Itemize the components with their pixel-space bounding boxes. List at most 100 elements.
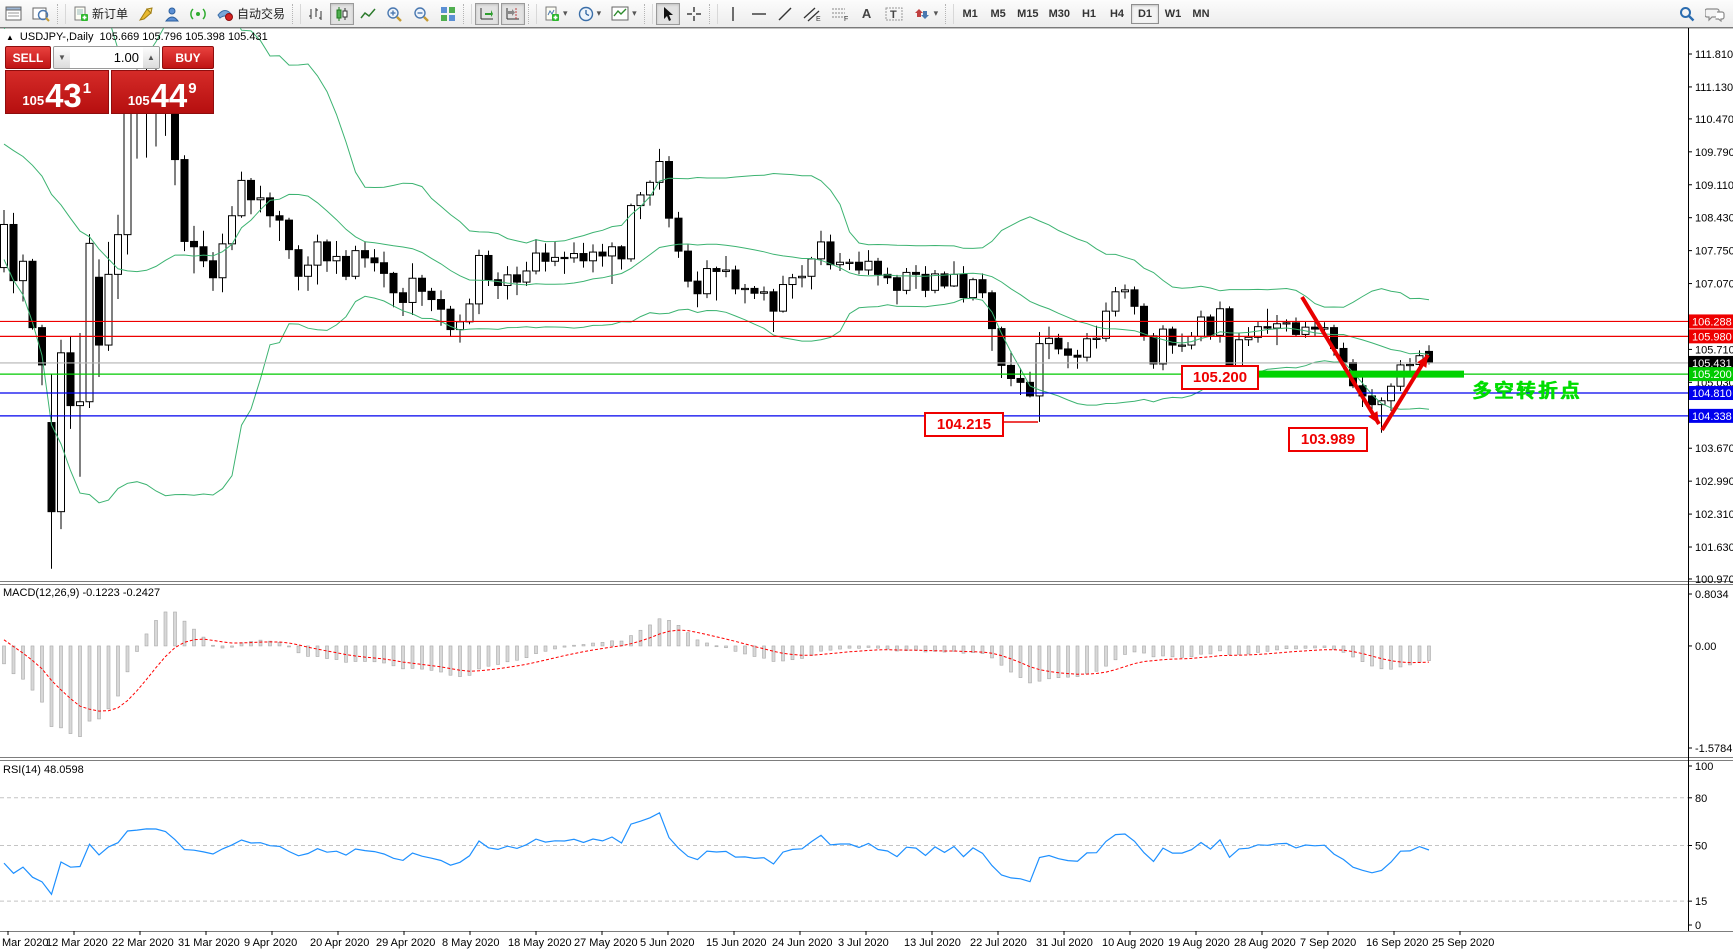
- signals-icon[interactable]: [186, 3, 210, 25]
- annotation-turning-point[interactable]: 多空转折点: [1472, 381, 1583, 402]
- candle: [85, 242, 94, 403]
- candle: [1130, 289, 1139, 307]
- candle: [256, 197, 265, 201]
- zoom-in-icon[interactable]: [382, 3, 407, 25]
- candle: [1273, 323, 1281, 329]
- candle: [855, 261, 863, 271]
- candle: [807, 258, 816, 277]
- bar-chart-mode-icon[interactable]: [304, 3, 328, 25]
- indicators-button[interactable]: ▾: [540, 3, 572, 25]
- styler-icon[interactable]: [134, 3, 158, 25]
- candle: [969, 279, 977, 299]
- candle: [874, 260, 882, 275]
- chart-title: ▲ USDJPY-,Daily 105.669 105.796 105.398 …: [6, 31, 268, 43]
- annotation-103989[interactable]: 103.989: [1288, 427, 1368, 452]
- volume-decrease-button[interactable]: ▼: [54, 47, 70, 68]
- tile-windows-icon[interactable]: [436, 3, 460, 25]
- svg-text:8 May 2020: 8 May 2020: [442, 937, 499, 949]
- dropdown-caret: ▾: [596, 8, 602, 18]
- candle: [1092, 337, 1101, 340]
- svg-text:18 May 2020: 18 May 2020: [508, 937, 572, 949]
- community-icon[interactable]: [160, 3, 184, 25]
- periods-button[interactable]: ▾: [574, 3, 606, 25]
- candle: [665, 161, 673, 219]
- autotrading-button[interactable]: 自动交易: [212, 3, 289, 25]
- vertical-line-tool-icon[interactable]: [721, 3, 745, 25]
- timeframe-h1[interactable]: H1: [1075, 4, 1103, 24]
- candle: [1311, 326, 1319, 330]
- svg-text:Mar 2020: Mar 2020: [2, 937, 48, 949]
- sell-price-display[interactable]: 105 43 1: [5, 70, 109, 114]
- timeframe-m30[interactable]: M30: [1044, 4, 1075, 24]
- chart-shift-icon[interactable]: [501, 2, 526, 25]
- thick-support-segment[interactable]: [1255, 370, 1464, 378]
- data-window-icon[interactable]: [28, 3, 54, 25]
- sell-button[interactable]: SELL: [5, 46, 51, 69]
- text-label-tool-icon[interactable]: T: [881, 3, 907, 25]
- trendline-tool-icon[interactable]: [773, 3, 797, 25]
- search-icon[interactable]: [1679, 6, 1695, 22]
- svg-text:107.750: 107.750: [1695, 246, 1733, 258]
- rsi-indicator-label: RSI(14) 48.0598: [3, 764, 84, 776]
- candle: [731, 269, 740, 290]
- candle: [380, 262, 388, 274]
- channel-tool-icon[interactable]: E: [799, 3, 825, 25]
- svg-text:102.990: 102.990: [1695, 476, 1733, 488]
- svg-text:0: 0: [1695, 920, 1701, 932]
- chat-icon[interactable]: [1705, 6, 1725, 22]
- cursor-tool-icon[interactable]: [655, 2, 680, 25]
- candle: [427, 290, 436, 301]
- buy-button[interactable]: BUY: [162, 46, 214, 69]
- svg-text:20 Apr 2020: 20 Apr 2020: [310, 937, 369, 949]
- price-axis[interactable]: 111.810 111.130 110.470 109.790 109.110 108.4…: [1688, 49, 1733, 932]
- shapes-tool-icon[interactable]: ▾: [909, 3, 943, 25]
- timeframe-m15[interactable]: M15: [1012, 4, 1043, 24]
- annotation-105200[interactable]: 105.200: [1181, 365, 1259, 390]
- zoom-out-icon[interactable]: [409, 3, 434, 25]
- arrow-down-leg[interactable]: [1300, 295, 1381, 426]
- new-order-button[interactable]: 新订单: [69, 3, 132, 25]
- candle: [760, 291, 768, 294]
- line-chart-mode-icon[interactable]: [356, 3, 380, 25]
- volume-increase-button[interactable]: ▲: [143, 47, 159, 68]
- text-tool-icon[interactable]: A: [855, 3, 879, 25]
- svg-text:100: 100: [1695, 761, 1713, 773]
- timeframe-d1[interactable]: D1: [1130, 3, 1159, 24]
- crosshair-tool-icon[interactable]: [682, 3, 706, 25]
- candle: [19, 260, 27, 282]
- terminal-window-icon[interactable]: [1, 3, 26, 25]
- candle: [1026, 381, 1034, 397]
- candle: [864, 260, 873, 271]
- annotation-104215[interactable]: 104.215: [924, 412, 1004, 437]
- buy-price-display[interactable]: 105 44 9: [110, 70, 214, 114]
- candle: [684, 250, 692, 282]
- bollinger-lower: [3, 259, 1430, 504]
- volume-input[interactable]: [70, 47, 143, 68]
- candle: [598, 251, 607, 257]
- candle: [342, 255, 350, 277]
- candle: [1168, 328, 1177, 346]
- svg-text:5 Jun 2020: 5 Jun 2020: [640, 937, 694, 949]
- timeframe-m1[interactable]: M1: [956, 4, 984, 24]
- timeframe-h4[interactable]: H4: [1103, 4, 1131, 24]
- timeframe-w1[interactable]: W1: [1159, 4, 1187, 24]
- candle: [1016, 377, 1025, 383]
- horizontal-line-tool-icon[interactable]: [747, 3, 771, 25]
- templates-button[interactable]: ▾: [607, 3, 641, 25]
- svg-text:10 Aug 2020: 10 Aug 2020: [1102, 937, 1164, 949]
- timeframe-m5[interactable]: M5: [984, 4, 1012, 24]
- auto-scroll-icon[interactable]: [475, 2, 500, 25]
- candlestick-mode-icon[interactable]: [330, 2, 355, 25]
- fibonacci-tool-icon[interactable]: F: [827, 3, 853, 25]
- svg-text:29 Apr 2020: 29 Apr 2020: [376, 937, 435, 949]
- autotrading-icon: [217, 9, 234, 21]
- arrow-up-leg[interactable]: [1380, 353, 1430, 432]
- dropdown-caret: ▾: [933, 8, 939, 18]
- candle: [1216, 308, 1224, 336]
- timeframe-mn[interactable]: MN: [1187, 4, 1215, 24]
- candle: [1064, 348, 1072, 356]
- candle: [1197, 316, 1205, 337]
- candle: [218, 243, 227, 279]
